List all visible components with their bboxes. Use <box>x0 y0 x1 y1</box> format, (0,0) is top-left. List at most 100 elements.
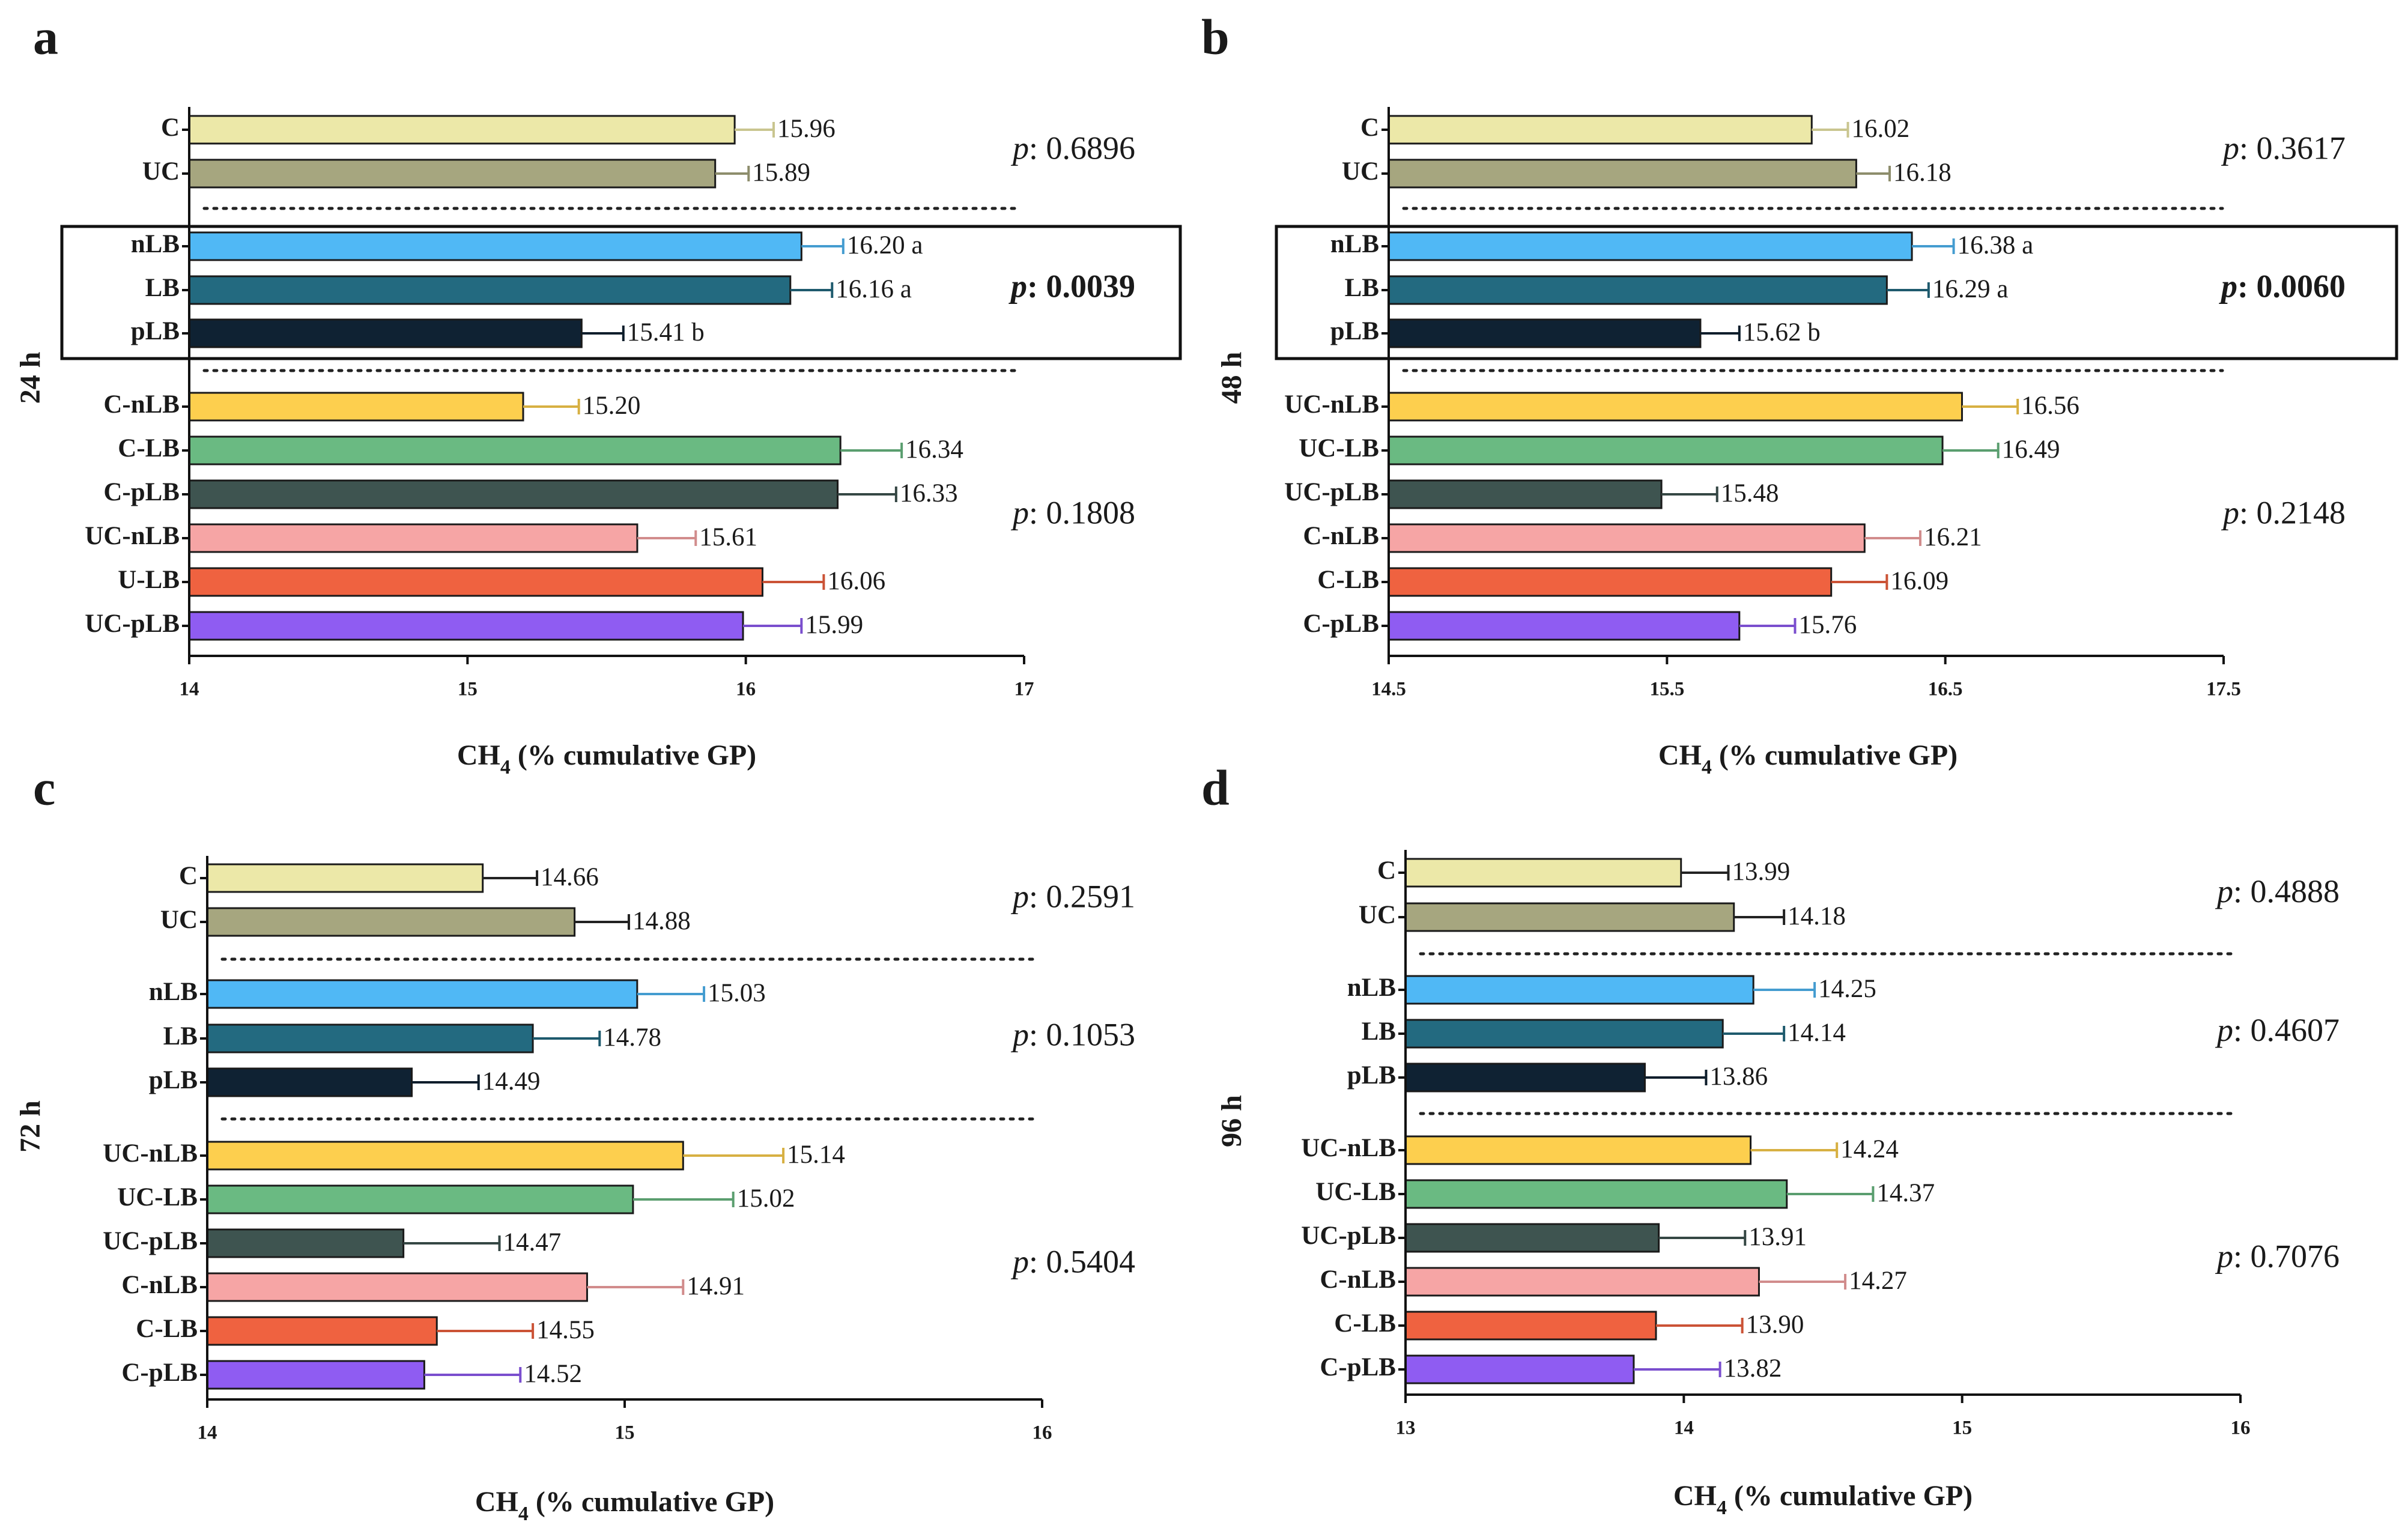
x-tick-label: 13 <box>1396 1417 1416 1439</box>
x-tick-label: 14.5 <box>1371 679 1406 700</box>
category-label: C <box>1377 856 1396 885</box>
time-label: 48 h <box>1216 352 1248 404</box>
x-tick-label: 16 <box>736 679 756 700</box>
category-label: UC-nLB <box>1284 390 1379 419</box>
data-label: 14.37 <box>1876 1179 1935 1207</box>
bar <box>1404 1179 1788 1209</box>
p-value-prefix: p <box>2221 130 2239 166</box>
category-label: LB <box>145 274 180 302</box>
p-value-number: : 0.6896 <box>1029 130 1135 166</box>
p-value-prefix: p <box>1010 1017 1029 1053</box>
category-label: LB <box>163 1022 198 1050</box>
category-label: nLB <box>131 230 180 258</box>
data-label: 14.66 <box>541 863 599 891</box>
category-label: C-pLB <box>1320 1353 1396 1381</box>
category-label: pLB <box>149 1066 198 1094</box>
p-value-label: p: 0.5404 <box>1010 1244 1135 1280</box>
x-axis-title-subscript: 4 <box>1717 1497 1727 1519</box>
x-tick-label: 15 <box>1952 1417 1972 1439</box>
x-axis-title-part: (% cumulative GP) <box>511 739 756 771</box>
data-label: 15.20 <box>583 392 641 420</box>
x-axis-title: CH4 (% cumulative GP) <box>457 739 756 778</box>
data-label: 16.02 <box>1852 115 1910 143</box>
category-label: C-LB <box>118 434 180 462</box>
category-label: UC <box>142 157 180 186</box>
bar <box>206 1228 405 1258</box>
panel-letter: b <box>1201 9 1230 65</box>
x-tick-label: 14 <box>198 1422 217 1444</box>
data-label: 16.38 a <box>1958 231 2034 259</box>
data-label: 13.82 <box>1724 1354 1782 1383</box>
p-value-prefix: p <box>2215 1012 2233 1048</box>
data-label: 16.21 <box>1924 523 1982 551</box>
data-label: 13.91 <box>1748 1223 1807 1251</box>
p-value-number: : 0.2148 <box>2239 495 2346 531</box>
x-axis-title-part: CH <box>1658 739 1702 771</box>
p-value-number: : 0.2591 <box>1029 879 1135 915</box>
bar <box>1388 231 1913 261</box>
data-label: 15.96 <box>777 115 836 143</box>
data-label: 16.34 <box>905 435 963 464</box>
data-label: 15.48 <box>1721 479 1779 508</box>
panel-letter: d <box>1201 760 1230 816</box>
data-label: 14.25 <box>1818 975 1876 1003</box>
data-label: 14.55 <box>536 1316 595 1344</box>
bar <box>1404 858 1682 888</box>
p-value-number: : 0.5404 <box>1029 1244 1135 1280</box>
p-value-label: p: 0.4607 <box>2215 1012 2340 1048</box>
category-label: pLB <box>131 317 180 345</box>
bar <box>188 567 763 597</box>
bar <box>1404 1019 1724 1049</box>
category-label: UC-nLB <box>103 1139 198 1168</box>
bar <box>188 115 736 145</box>
p-value-prefix: p <box>1010 130 1029 166</box>
x-tick-label: 16.5 <box>1928 679 1963 700</box>
category-label: U-LB <box>118 566 180 594</box>
data-label: 15.03 <box>708 979 766 1007</box>
data-label: 15.76 <box>1798 611 1857 639</box>
data-label: 14.88 <box>632 907 691 935</box>
bar <box>188 275 792 305</box>
p-value-prefix: p <box>1010 1244 1029 1280</box>
p-value-number: : 0.0039 <box>1027 268 1135 305</box>
bar <box>206 1067 413 1097</box>
x-tick-label: 16 <box>1033 1422 1052 1444</box>
time-label: 24 h <box>14 352 46 404</box>
category-label: C <box>161 114 180 142</box>
data-label: 14.27 <box>1849 1267 1907 1295</box>
p-value-number: : 0.3617 <box>2239 130 2346 166</box>
bar <box>206 863 484 893</box>
bar <box>1388 611 1741 641</box>
data-label: 13.90 <box>1746 1311 1804 1339</box>
category-label: UC-pLB <box>1284 478 1379 506</box>
category-label: UC <box>1342 157 1379 186</box>
panel-letter: a <box>33 9 58 65</box>
bar <box>206 1141 684 1171</box>
bar <box>188 523 638 553</box>
bar <box>206 1272 588 1302</box>
bar <box>206 1184 634 1214</box>
time-label: 96 h <box>1216 1095 1248 1147</box>
p-value-label: p: 0.4888 <box>2215 873 2340 909</box>
bar <box>206 979 638 1009</box>
category-label: LB <box>1345 274 1379 302</box>
x-axis-title-part: (% cumulative GP) <box>1712 739 1958 771</box>
category-label: pLB <box>1330 317 1379 345</box>
category-label: UC-LB <box>1315 1178 1396 1206</box>
data-label: 16.33 <box>900 479 958 508</box>
bar <box>1388 318 1702 348</box>
x-tick-label: 15 <box>615 1422 635 1444</box>
data-label: 13.99 <box>1732 858 1790 886</box>
panel-letter: c <box>33 760 55 816</box>
p-value-number: : 0.4888 <box>2233 873 2340 909</box>
bar <box>1404 1135 1752 1165</box>
p-value-label: p: 0.7076 <box>2215 1238 2340 1275</box>
x-tick-label: 14 <box>1674 1417 1694 1439</box>
bar <box>1388 523 1866 553</box>
p-value-prefix: p <box>2221 495 2239 531</box>
data-label: 16.20 a <box>847 231 923 259</box>
p-value-prefix: p <box>1008 268 1027 305</box>
x-axis-title-part: (% cumulative GP) <box>529 1486 774 1518</box>
p-value-prefix: p <box>2219 268 2237 305</box>
